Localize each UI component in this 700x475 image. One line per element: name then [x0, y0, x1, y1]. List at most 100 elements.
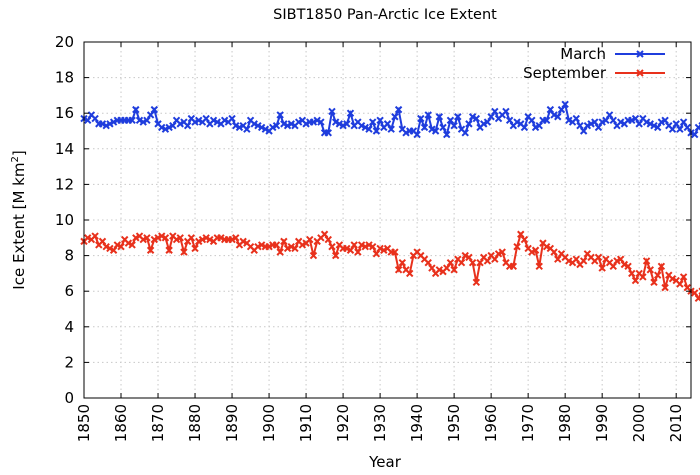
data-point-march — [346, 109, 355, 117]
data-point-september — [365, 241, 373, 249]
data-point-march — [468, 113, 477, 121]
legend: March September — [523, 45, 665, 82]
data-point-september — [624, 262, 632, 270]
data-point-march — [250, 120, 258, 128]
data-point-september — [483, 257, 492, 265]
data-point-march — [531, 123, 540, 132]
data-point-march — [235, 123, 244, 132]
x-tick-label: 1870 — [149, 404, 167, 442]
data-point-september — [257, 241, 266, 249]
data-point-march — [191, 118, 199, 126]
data-point-september — [91, 232, 99, 240]
data-point-september — [217, 234, 225, 242]
y-tick-label: 4 — [64, 318, 74, 336]
y-tick-label: 20 — [55, 33, 74, 51]
data-point-september — [102, 242, 110, 251]
y-tick-label: 0 — [64, 389, 74, 407]
data-point-march — [165, 123, 173, 132]
data-point-march — [561, 100, 569, 109]
data-point-september — [124, 239, 133, 247]
data-point-september — [280, 237, 288, 246]
data-point-march — [609, 116, 617, 125]
data-point-september — [616, 255, 625, 263]
series-line-march — [83, 101, 700, 138]
data-point-september — [598, 264, 606, 272]
data-point-march — [383, 120, 392, 128]
legend-swatch-march — [615, 50, 665, 58]
x-tick-label: 1930 — [371, 404, 389, 442]
data-point-march — [176, 120, 184, 128]
x-tick-label: 1970 — [519, 404, 537, 442]
x-axis-label: Year — [368, 453, 402, 471]
data-point-september — [146, 246, 155, 254]
data-point-september — [513, 242, 521, 251]
data-point-march — [424, 111, 432, 119]
data-point-september — [113, 241, 122, 249]
data-point-september — [565, 257, 573, 265]
data-point-september — [450, 266, 458, 274]
data-point-september — [361, 242, 370, 251]
data-point-march — [672, 120, 680, 128]
data-point-march — [280, 120, 288, 128]
data-point-march — [576, 121, 584, 130]
data-point-september — [165, 246, 173, 254]
data-point-september — [187, 234, 196, 242]
data-point-september — [461, 251, 469, 260]
data-point-september — [306, 235, 314, 244]
data-point-march — [431, 127, 440, 135]
y-tick-label: 8 — [64, 247, 74, 265]
data-point-september — [357, 241, 366, 249]
data-point-march — [294, 118, 303, 126]
data-point-september — [657, 262, 666, 270]
legend-label-september: September — [523, 64, 607, 82]
data-point-september — [117, 242, 125, 251]
legend-marker — [636, 50, 644, 58]
x-tick-label: 1860 — [112, 404, 130, 442]
y-axis-label: Ice Extent [M km2] — [10, 150, 28, 289]
data-point-march — [602, 116, 610, 125]
x-tick-label: 1850 — [75, 404, 93, 442]
data-point-september — [232, 234, 240, 242]
data-point-march — [450, 121, 458, 130]
data-point-september — [424, 259, 432, 267]
data-point-march — [505, 116, 514, 125]
data-point-september — [517, 230, 525, 238]
legend-label-march: March — [560, 45, 606, 63]
data-point-march — [143, 116, 151, 125]
data-point-march — [368, 118, 377, 126]
data-point-march — [690, 130, 699, 139]
x-tick-label: 1960 — [482, 404, 500, 442]
data-point-march — [317, 118, 325, 126]
data-point-september — [228, 235, 236, 244]
data-point-march — [587, 120, 595, 128]
data-point-september — [613, 257, 621, 265]
series-layer — [80, 100, 700, 303]
data-point-march — [454, 113, 462, 121]
data-point-march — [135, 116, 144, 125]
data-point-september — [498, 248, 506, 256]
data-point-september — [324, 235, 332, 244]
data-point-september — [694, 294, 700, 303]
data-point-september — [531, 246, 540, 254]
data-point-march — [161, 125, 170, 133]
data-point-september — [494, 250, 503, 258]
data-point-september — [690, 289, 699, 297]
data-point-march — [213, 118, 221, 126]
data-point-march — [565, 116, 573, 125]
data-point-september — [642, 257, 651, 265]
data-point-september — [653, 271, 662, 279]
data-point-september — [542, 242, 551, 251]
data-point-march — [661, 116, 669, 125]
data-point-march — [572, 114, 580, 123]
data-point-september — [265, 242, 273, 251]
data-point-march — [243, 125, 251, 133]
data-point-march — [169, 121, 177, 130]
data-point-march — [257, 123, 266, 132]
data-point-september — [457, 259, 466, 267]
y-tick-label: 10 — [55, 211, 74, 229]
data-point-march — [616, 118, 625, 126]
data-point-march — [132, 105, 140, 114]
data-point-march — [605, 111, 614, 119]
data-point-march — [679, 118, 688, 126]
data-point-march — [283, 121, 292, 130]
